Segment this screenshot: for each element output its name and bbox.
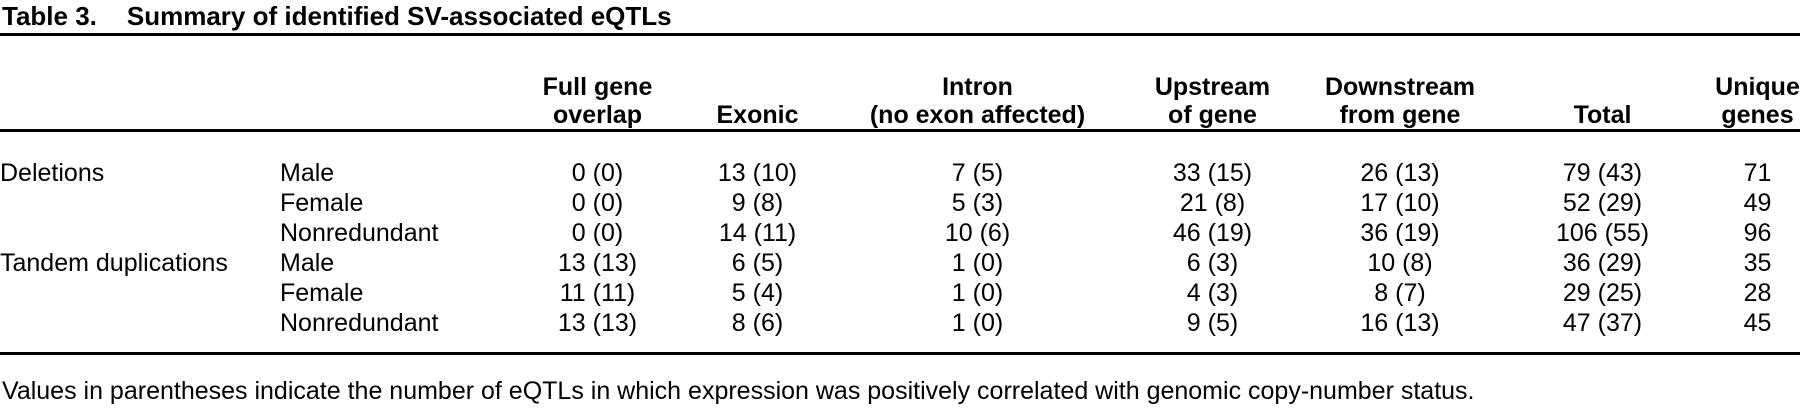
cell-downstream: 8 (7)	[1374, 278, 1426, 307]
cell-upstream: 21 (8)	[1179, 188, 1246, 217]
header-line: overlap	[553, 100, 642, 129]
cell-upstream: 9 (5)	[1186, 308, 1239, 337]
cell-exonic: 13 (10)	[717, 158, 798, 187]
cell-upstream: 4 (3)	[1186, 278, 1239, 307]
header-subset	[280, 36, 520, 130]
cell-upstream: 33 (15)	[1172, 158, 1253, 187]
header-line: of gene	[1168, 100, 1257, 129]
cell-intron: 1 (0)	[951, 308, 1004, 337]
table-caption: Table 3. Summary of identified SV-associ…	[0, 0, 1800, 33]
table-row: Nonredundant 0 (0) 14 (11) 10 (6) 46 (19…	[0, 218, 1800, 248]
row-subset-label: Female	[280, 188, 364, 217]
cell-downstream: 36 (19)	[1360, 218, 1440, 247]
cell-unique-genes: 49	[1743, 188, 1772, 217]
cell-unique-genes: 45	[1743, 308, 1772, 337]
cell-total: 36 (29)	[1562, 248, 1643, 277]
cell-total: 52 (29)	[1562, 188, 1643, 217]
row-group-label: Deletions	[0, 158, 105, 187]
table-row: Tandem duplications Male 13 (13) 6 (5) 1…	[0, 248, 1800, 278]
cell-full-gene-overlap: 11 (11)	[559, 278, 636, 307]
header-line: Downstream	[1324, 72, 1476, 101]
header-intron: Intron (no exon affected)	[840, 36, 1115, 130]
row-group-label	[0, 308, 280, 354]
header-line: genes	[1721, 100, 1794, 129]
cell-intron: 7 (5)	[951, 158, 1004, 187]
table-row: Female 11 (11) 5 (4) 1 (0) 4 (3) 8 (7) 2…	[0, 278, 1800, 308]
header-upstream: Upstream of gene	[1115, 36, 1310, 130]
cell-full-gene-overlap: 13 (13)	[557, 248, 638, 277]
table-footnote: Values in parentheses indicate the numbe…	[2, 376, 1475, 405]
header-line: (no exon affected)	[869, 100, 1086, 129]
cell-exonic: 6 (5)	[731, 248, 784, 277]
header-line: Total	[1573, 100, 1632, 129]
cell-unique-genes: 35	[1743, 248, 1772, 277]
cell-downstream: 10 (8)	[1367, 248, 1433, 277]
table-number: Table 3.	[2, 1, 97, 31]
top-rule	[0, 33, 1800, 36]
header-full-gene-overlap: Full gene overlap	[520, 36, 675, 130]
row-subset-label: Male	[280, 158, 335, 187]
table-row: Female 0 (0) 9 (8) 5 (3) 21 (8) 17 (10) …	[0, 188, 1800, 218]
table-row: Nonredundant 13 (13) 8 (6) 1 (0) 9 (5) 1…	[0, 308, 1800, 354]
cell-downstream: 16 (13)	[1360, 308, 1440, 337]
header-line: Full gene	[542, 72, 653, 101]
header-group	[0, 36, 280, 130]
cell-unique-genes: 96	[1743, 218, 1772, 247]
cell-intron: 5 (3)	[951, 188, 1004, 217]
cell-total: 29 (25)	[1562, 278, 1643, 307]
header-exonic: Exonic	[675, 36, 840, 130]
table-title: Summary of identified SV-associated eQTL…	[126, 1, 672, 31]
row-group-label	[0, 278, 280, 308]
row-subset-label: Male	[280, 248, 335, 277]
cell-full-gene-overlap: 13 (13)	[557, 308, 638, 337]
header-line: Unique	[1715, 72, 1800, 101]
cell-exonic: 8 (6)	[731, 308, 784, 337]
table-header: Full gene overlap Exonic Intron (no exon…	[0, 36, 1800, 130]
row-group-label	[0, 218, 280, 248]
cell-exonic: 9 (8)	[731, 188, 784, 217]
row-subset-label: Nonredundant	[280, 218, 439, 247]
cell-downstream: 26 (13)	[1360, 158, 1440, 187]
cell-unique-genes: 71	[1743, 158, 1772, 187]
cell-full-gene-overlap: 0 (0)	[571, 158, 624, 187]
header-row: Full gene overlap Exonic Intron (no exon…	[0, 36, 1800, 130]
cell-total: 47 (37)	[1562, 308, 1643, 337]
cell-intron: 1 (0)	[951, 278, 1004, 307]
row-group-label: Tandem duplications	[0, 248, 228, 277]
cell-full-gene-overlap: 0 (0)	[571, 218, 624, 247]
header-line: Upstream	[1154, 72, 1271, 101]
table-body: Deletions Male 0 (0) 13 (10) 7 (5) 33 (1…	[0, 130, 1800, 353]
cell-intron: 1 (0)	[951, 248, 1004, 277]
header-unique-genes: Unique genes	[1715, 36, 1800, 130]
cell-intron: 10 (6)	[944, 218, 1011, 247]
cell-exonic: 14 (11)	[718, 218, 797, 247]
header-line: Intron	[942, 72, 1013, 101]
header-line: from gene	[1339, 100, 1461, 129]
cell-full-gene-overlap: 0 (0)	[571, 188, 624, 217]
cell-unique-genes: 28	[1743, 278, 1772, 307]
header-line: Exonic	[716, 100, 799, 129]
header-total: Total	[1490, 36, 1715, 130]
table-row: Deletions Male 0 (0) 13 (10) 7 (5) 33 (1…	[0, 130, 1800, 188]
cell-exonic: 5 (4)	[731, 278, 784, 307]
cell-upstream: 6 (3)	[1186, 248, 1239, 277]
row-subset-label: Female	[280, 278, 364, 307]
sv-eqtl-table: Full gene overlap Exonic Intron (no exon…	[0, 36, 1800, 355]
row-subset-label: Nonredundant	[280, 308, 439, 337]
cell-total: 79 (43)	[1562, 158, 1643, 187]
cell-downstream: 17 (10)	[1360, 188, 1440, 217]
row-group-label	[0, 188, 280, 218]
cell-total: 106 (55)	[1555, 218, 1650, 247]
cell-upstream: 46 (19)	[1172, 218, 1253, 247]
header-downstream: Downstream from gene	[1310, 36, 1490, 130]
